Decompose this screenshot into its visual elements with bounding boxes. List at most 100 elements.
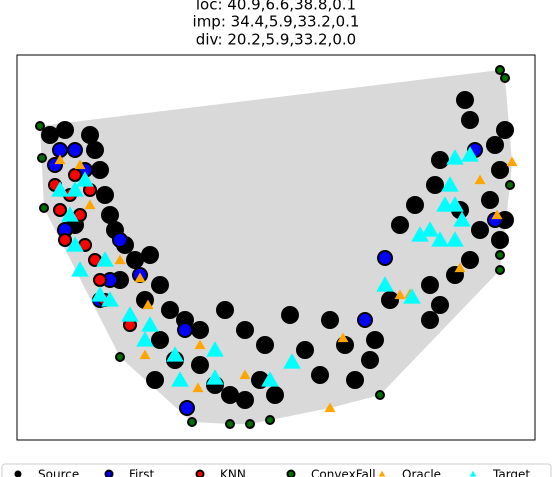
circle-marker [495, 250, 505, 260]
circle-marker [265, 415, 275, 425]
triangle-marker [446, 196, 464, 212]
circle-marker [141, 246, 159, 264]
circle-marker [500, 73, 510, 83]
title-line: loc: 40.9,6.6,38.8,0.1 [196, 0, 356, 14]
circle-marker [93, 273, 107, 287]
circle-marker [361, 351, 379, 369]
circle-marker [421, 311, 439, 329]
circle-marker [37, 153, 47, 163]
points-layer [35, 65, 518, 429]
triangle-marker [461, 146, 479, 162]
triangle-marker [431, 231, 449, 247]
circle-marker [58, 233, 72, 247]
legend-label: Oracle [402, 468, 441, 477]
triangle-marker [74, 159, 86, 170]
circle-marker [161, 301, 179, 319]
circle-marker [177, 322, 193, 338]
triangle-marker [121, 306, 139, 322]
legend-marker [195, 469, 205, 477]
title-line: imp: 34.4,5.9,33.2,0.1 [193, 13, 360, 31]
circle-marker [391, 216, 409, 234]
triangle-marker [192, 382, 204, 393]
circle-marker [346, 371, 364, 389]
triangle-marker [91, 286, 109, 302]
circle-marker [221, 386, 239, 404]
circle-marker [491, 161, 509, 179]
legend-marker [14, 470, 22, 477]
circle-marker [505, 180, 515, 190]
legend-label: First [129, 468, 155, 477]
triangle-marker [66, 181, 84, 197]
circle-marker [296, 341, 314, 359]
circle-marker [53, 203, 67, 217]
triangle-marker [166, 346, 184, 362]
axes-frame [16, 54, 536, 441]
legend-label: Target [492, 468, 530, 477]
triangle-marker [376, 276, 394, 292]
triangle-marker [206, 341, 224, 357]
triangle-marker [141, 316, 159, 332]
legend-marker [378, 470, 386, 477]
circle-marker [496, 121, 514, 139]
triangle-marker [411, 226, 429, 242]
circle-marker [495, 265, 505, 275]
circle-marker [256, 336, 274, 354]
triangle-marker [506, 156, 518, 167]
circle-marker [381, 291, 399, 309]
circle-marker [179, 400, 195, 416]
circle-marker [406, 196, 424, 214]
triangle-marker [76, 171, 94, 187]
triangle-marker [51, 181, 69, 197]
circle-marker [68, 168, 82, 182]
circle-marker [495, 65, 505, 75]
triangle-marker [114, 254, 126, 265]
circle-marker [236, 321, 254, 339]
circle-marker [187, 417, 197, 427]
triangle-marker [142, 299, 154, 310]
legend-marker [469, 470, 477, 477]
legend: Source First KNN ConvexFall Oracle Target [1, 463, 552, 477]
circle-marker [216, 301, 234, 319]
hull-layer [40, 70, 512, 424]
triangle-marker [446, 149, 464, 165]
triangle-marker [283, 353, 301, 369]
circle-marker [377, 250, 393, 266]
circle-marker [101, 206, 119, 224]
triangle-marker [474, 174, 486, 185]
circle-marker [225, 419, 235, 429]
circle-marker [431, 296, 449, 314]
circle-marker [486, 136, 504, 154]
triangle-marker [61, 206, 79, 222]
circle-marker [191, 321, 209, 339]
legend-frame [1, 463, 552, 477]
triangle-marker [84, 199, 96, 210]
circle-marker [471, 221, 489, 239]
legend-label: Source [38, 468, 79, 477]
circle-marker [96, 186, 114, 204]
triangle-marker [337, 332, 349, 343]
circle-marker [126, 251, 144, 269]
legend-label: ConvexFall [311, 468, 376, 477]
title-line: div: 20.2,5.9,33.2,0.0 [196, 31, 356, 49]
circle-marker [91, 161, 109, 179]
triangle-marker [446, 231, 464, 247]
circle-marker [481, 191, 499, 209]
circle-marker [311, 366, 329, 384]
circle-marker [421, 276, 439, 294]
circle-marker [461, 251, 479, 269]
triangle-marker [136, 331, 154, 347]
circle-marker [86, 141, 104, 159]
circle-marker [461, 111, 479, 129]
triangle-marker [453, 211, 471, 227]
triangle-marker [66, 236, 84, 252]
triangle-marker [101, 291, 119, 307]
circle-marker [431, 151, 449, 169]
circle-marker [191, 356, 209, 374]
triangle-marker [441, 176, 459, 192]
triangle-marker [239, 369, 251, 380]
circle-marker [112, 232, 128, 248]
circle-marker [357, 312, 373, 328]
circle-marker [146, 371, 164, 389]
